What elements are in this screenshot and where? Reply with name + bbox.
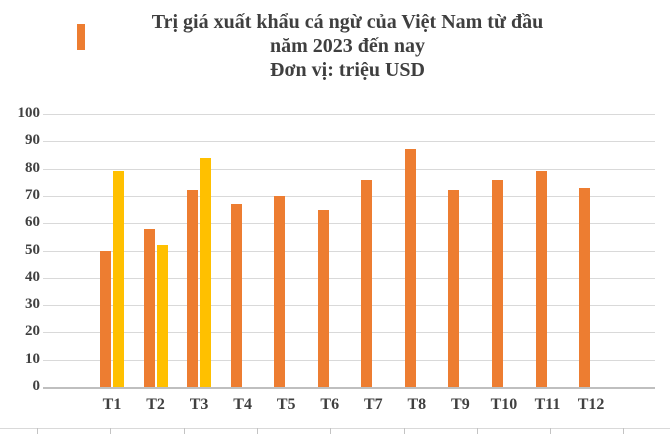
gridline-y100 [43,114,655,115]
title-accent-bar [77,24,85,50]
bar-T5-series1 [274,195,286,387]
bar-T12-series1 [579,187,591,387]
bar-T2-series1 [143,228,155,387]
bottom-cell-border [37,428,38,434]
y-axis-tick-label-80: 80 [25,159,40,176]
x-axis-tick-label-T5: T5 [276,396,296,413]
x-axis-tick-label-T10: T10 [490,396,518,413]
y-axis-tick-label-100: 100 [17,105,41,121]
x-axis-tick-label-T2: T2 [146,396,165,413]
bottom-cell-border [330,428,331,434]
bar-T1-series2 [113,171,124,387]
bar-T8-series1 [404,149,416,387]
bottom-row-border [0,428,670,429]
bottom-cell-border [623,428,624,434]
x-axis-tick-label-T1: T1 [102,396,122,413]
y-axis-tick-label-70: 70 [25,186,40,203]
x-axis-tick-label-T3: T3 [189,396,209,413]
bar-T1-series1 [100,250,111,387]
gridline-y20 [43,332,655,334]
x-axis-line [43,386,655,389]
y-axis-tick-label-30: 30 [25,296,40,313]
chart-title-line2: năm 2023 đến nay [269,35,426,57]
gridline-y40 [43,277,655,279]
chart-title-line1: Trị giá xuất khẩu cá ngừ của Việt Nam từ… [151,11,544,33]
gridline-y90 [43,141,655,143]
bar-T11-series1 [535,171,547,387]
bar-T7-series1 [361,179,373,387]
x-axis-tick-label-T7: T7 [363,396,383,413]
chart-title-line3: Đơn vị: triệu USD [270,59,425,81]
gridline-y30 [43,305,655,307]
bar-T9-series1 [448,190,460,387]
bottom-cell-border [404,428,405,434]
bottom-cell-border [477,428,478,434]
x-axis-tick-label-T4: T4 [233,396,252,413]
gridline-y70 [43,195,655,197]
gridline-y10 [43,359,655,361]
x-axis-tick-label-T6: T6 [320,396,340,413]
y-axis-tick-label-50: 50 [25,241,40,258]
bottom-cell-border [257,428,258,434]
y-axis-tick-label-40: 40 [25,268,40,285]
y-axis-tick-label-60: 60 [25,214,40,231]
bar-T4-series1 [230,204,242,387]
gridline-y60 [43,223,655,225]
x-axis-tick-label-T11: T11 [534,396,561,413]
x-axis-tick-label-T8: T8 [407,396,427,413]
y-axis-tick-label-90: 90 [25,132,40,149]
bar-T10-series1 [491,179,503,387]
bottom-cell-border [110,428,111,434]
chart-title: Trị giá xuất khẩu cá ngừ của Việt Nam từ… [85,10,610,82]
bar-T2-series2 [156,245,168,387]
y-axis-tick-label-0: 0 [32,378,41,394]
y-axis-tick-label-20: 20 [25,323,40,340]
bottom-cell-border [550,428,551,434]
x-axis-tick-label-T12: T12 [577,396,605,413]
gridline-y50 [43,250,655,252]
bottom-cell-border [184,428,185,434]
x-axis-tick-label-T9: T9 [451,396,470,413]
bar-T6-series1 [317,209,329,387]
bar-T3-series1 [187,190,199,387]
y-axis-tick-label-10: 10 [25,350,40,367]
bar-T3-series2 [200,157,212,387]
gridline-y80 [43,168,655,170]
